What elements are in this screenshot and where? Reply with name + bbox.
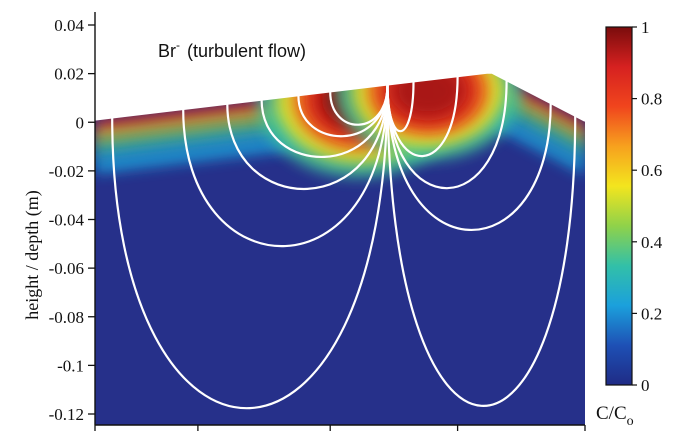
y-tick-label: 0.04 <box>54 16 84 35</box>
y-tick-label: -0.12 <box>49 405 84 424</box>
free-surface <box>94 72 586 122</box>
flow-condition: (turbulent flow) <box>187 41 306 61</box>
colorbar-tick-label: 0.8 <box>641 90 662 109</box>
streamline <box>182 84 389 248</box>
y-tick-label: 0 <box>76 113 85 132</box>
colorbar-title: C/Co <box>596 403 634 429</box>
colorbar-tick-label: 0.4 <box>641 233 663 252</box>
streamline <box>386 84 577 407</box>
y-tick-label: -0.06 <box>49 259 84 278</box>
plot-area <box>94 72 586 426</box>
y-axis: 0.04 0.02 0 -0.02 -0.04 -0.06 -0.08 -0.1 -0.12 <box>49 12 586 431</box>
colorbar-tick-label: 1 <box>641 18 650 37</box>
species-charge: - <box>176 38 180 52</box>
y-tick-label: -0.04 <box>49 211 85 230</box>
colorbar-tick-label: 0.2 <box>641 304 662 323</box>
y-tick-label: -0.08 <box>49 308 84 327</box>
colorbar-tick-label: 0 <box>641 376 650 395</box>
species-annotation: Br- (turbulent flow) <box>158 38 306 61</box>
fluid-domain <box>95 72 585 426</box>
colorbar-title-subscript: o <box>627 414 634 429</box>
species-label: Br <box>158 41 176 61</box>
streamline <box>111 84 389 410</box>
streamline <box>386 80 508 190</box>
colorbar-title-main: C/C <box>596 403 627 424</box>
y-tick-label: -0.1 <box>57 356 84 375</box>
streamline <box>386 84 552 231</box>
streamline <box>329 84 389 126</box>
y-tick-label: -0.02 <box>49 162 84 181</box>
colorbar-tick-label: 0.6 <box>641 161 662 180</box>
colorbar-gradient <box>605 26 633 386</box>
y-tick-label: 0.02 <box>54 65 84 84</box>
streamline <box>226 84 389 191</box>
y-axis-title: height / depth (m) <box>22 190 43 319</box>
streamline <box>260 84 389 158</box>
high-concentration-zone <box>393 72 463 117</box>
streamlines <box>111 76 577 410</box>
colorbar: 0 0.2 0.4 0.6 0.8 1 <box>605 18 663 395</box>
